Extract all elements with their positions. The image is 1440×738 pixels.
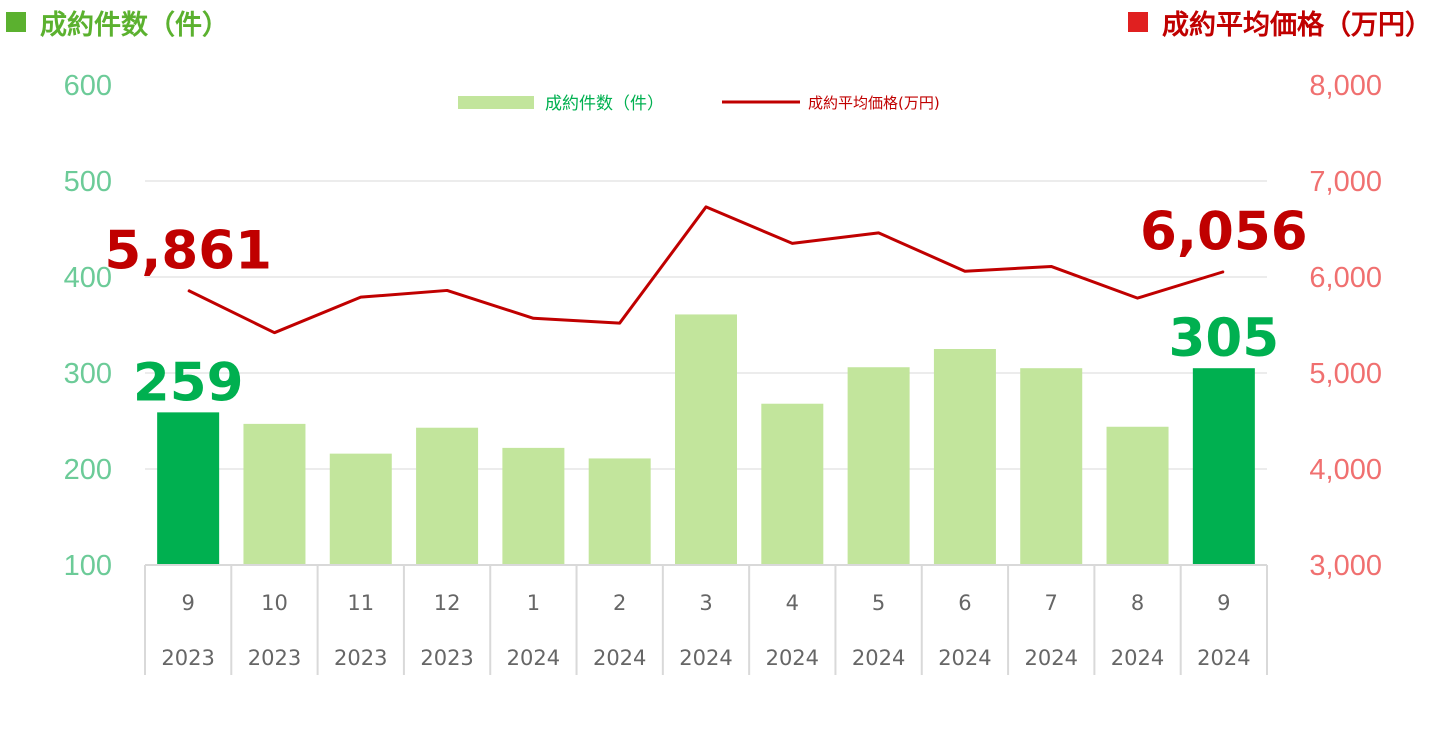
year-label: 2023 (420, 646, 473, 670)
line-point (1137, 297, 1139, 299)
line-point (446, 289, 448, 291)
right-axis-title: 成約平均価格（万円） (1128, 0, 1432, 44)
legend-bar-swatch (458, 96, 534, 109)
line-point (791, 242, 793, 244)
legend-line-label: 成約平均価格(万円) (808, 94, 940, 112)
bar (243, 423, 306, 565)
price-line (187, 205, 1225, 335)
bar (847, 367, 910, 565)
year-label: 2024 (852, 646, 905, 670)
month-label: 4 (786, 591, 799, 615)
green-square-icon (6, 12, 26, 32)
left-tick-label: 400 (64, 262, 112, 294)
left-tick-label: 100 (64, 550, 112, 582)
legend-bar-label: 成約件数（件） (545, 94, 664, 114)
left-axis-title: 成約件数（件） (6, 0, 229, 44)
left-tick-label: 600 (64, 70, 112, 102)
right-tick-label: 5,000 (1309, 358, 1382, 390)
month-label: 11 (347, 591, 374, 615)
red-square-icon (1128, 12, 1148, 32)
right-axis-title-text: 成約平均価格（万円） (1162, 9, 1432, 41)
left-tick-label: 200 (64, 454, 112, 486)
line-point (1050, 265, 1052, 267)
bar (1192, 368, 1255, 565)
year-label: 2024 (593, 646, 646, 670)
bar (329, 453, 392, 565)
left-tick-label: 500 (64, 166, 112, 198)
right-tick-label: 8,000 (1309, 70, 1382, 102)
year-label: 2024 (938, 646, 991, 670)
year-label: 2024 (679, 646, 732, 670)
data-callouts: 259 305 5,861 6,056 (104, 202, 1307, 414)
year-label: 2024 (1111, 646, 1164, 670)
line-point (360, 296, 362, 298)
month-label: 5 (872, 591, 885, 615)
price-value-callout: 6,056 (1140, 202, 1308, 263)
line-point (1223, 271, 1225, 273)
left-tick-label: 300 (64, 358, 112, 390)
bar (157, 412, 220, 565)
bar-series (157, 314, 1255, 565)
bar (502, 447, 565, 565)
bar-value-callout: 259 (133, 352, 244, 413)
price-value-callout: 5,861 (104, 220, 272, 281)
bar (1020, 368, 1083, 565)
month-label: 1 (527, 591, 540, 615)
right-axis: 3,000 4,000 5,000 6,000 7,000 8,000 (1309, 70, 1382, 582)
month-label: 7 (1045, 591, 1058, 615)
line-series (187, 205, 1225, 335)
category-axis: 9 2023 10 2023 11 2023 12 2023 1 2024 2 2024 3 2024 4 2… (144, 564, 1268, 675)
line-point (964, 270, 966, 272)
month-label: 3 (699, 591, 712, 615)
right-tick-label: 7,000 (1309, 166, 1382, 198)
month-label: 8 (1131, 591, 1144, 615)
year-label: 2024 (507, 646, 560, 670)
legend: 成約件数（件） 成約平均価格(万円) (458, 94, 940, 114)
month-label: 10 (261, 591, 288, 615)
line-point (273, 332, 275, 334)
right-tick-label: 3,000 (1309, 550, 1382, 582)
line-point (619, 322, 621, 324)
month-label: 9 (1217, 591, 1230, 615)
bar (416, 427, 479, 565)
left-axis-title-text: 成約件数（件） (40, 9, 229, 41)
bar (588, 458, 651, 565)
right-tick-label: 4,000 (1309, 454, 1382, 486)
month-label: 12 (434, 591, 461, 615)
line-point (878, 232, 880, 234)
month-label: 9 (181, 591, 194, 615)
year-label: 2024 (1025, 646, 1078, 670)
month-label: 2 (613, 591, 626, 615)
bar (933, 349, 996, 565)
line-point (532, 317, 534, 319)
year-label: 2023 (248, 646, 301, 670)
year-label: 2023 (334, 646, 387, 670)
right-tick-label: 6,000 (1309, 262, 1382, 294)
line-point (705, 206, 707, 208)
left-axis: 100 200 300 400 500 600 (64, 70, 112, 582)
year-label: 2024 (1197, 646, 1250, 670)
year-label: 2024 (766, 646, 819, 670)
bar (1106, 426, 1169, 565)
year-label: 2023 (161, 646, 214, 670)
month-label: 6 (958, 591, 971, 615)
bar (761, 403, 824, 565)
bar-value-callout: 305 (1169, 308, 1280, 369)
line-point (187, 289, 189, 291)
bar (675, 314, 737, 565)
